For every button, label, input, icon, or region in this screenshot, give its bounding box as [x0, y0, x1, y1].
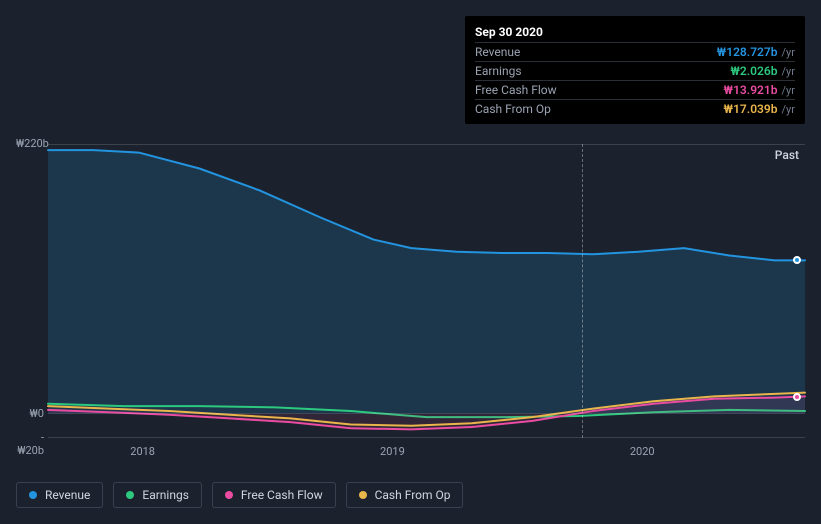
end-marker-dot	[793, 256, 801, 264]
tooltip-row: Earnings ₩2.026b /yr	[475, 61, 795, 80]
legend-item[interactable]: Earnings	[113, 482, 202, 508]
legend-label: Earnings	[142, 488, 189, 502]
tooltip-row-unit: /yr	[782, 46, 795, 59]
tooltip-row-label: Revenue	[475, 45, 520, 59]
tooltip-row-value: ₩13.921b	[724, 83, 778, 97]
legend-dot	[126, 491, 134, 499]
legend-item[interactable]: Cash From Op	[346, 482, 464, 508]
tooltip-row-unit: /yr	[782, 103, 795, 116]
tooltip-row-label: Earnings	[475, 64, 522, 78]
cursor-line	[582, 144, 583, 438]
x-axis-label: 2019	[380, 445, 405, 458]
tooltip-row: Cash From Op ₩17.039b /yr	[475, 99, 795, 118]
chart-svg	[48, 144, 805, 438]
legend-item[interactable]: Revenue	[16, 482, 103, 508]
tooltip-date: Sep 30 2020	[475, 22, 795, 42]
tooltip-row-label: Free Cash Flow	[475, 83, 557, 97]
legend-dot	[29, 491, 37, 499]
y-axis-label: -₩20b	[16, 431, 44, 457]
legend-dot	[225, 491, 233, 499]
tooltip-row-unit: /yr	[782, 65, 795, 78]
tooltip-row-value: ₩17.039b	[724, 102, 778, 116]
y-axis-label: ₩220b	[16, 137, 44, 150]
y-axis-label: ₩0	[16, 407, 44, 420]
x-axis-label: 2020	[630, 445, 655, 458]
tooltip-row-value: ₩128.727b	[717, 45, 778, 59]
legend-label: Revenue	[45, 488, 90, 502]
legend-label: Free Cash Flow	[241, 488, 323, 502]
financials-chart[interactable]: Past ₩220b ₩0 -₩20b 2018 2019 2020	[16, 124, 805, 468]
x-axis-label: 2018	[130, 445, 155, 458]
tooltip-row: Revenue ₩128.727b /yr	[475, 42, 795, 61]
tooltip-row: Free Cash Flow ₩13.921b /yr	[475, 80, 795, 99]
legend-label: Cash From Op	[375, 488, 451, 502]
legend-item[interactable]: Free Cash Flow	[212, 482, 336, 508]
tooltip-row-value: ₩2.026b	[730, 64, 777, 78]
past-label: Past	[775, 148, 799, 162]
end-marker-dot	[793, 393, 801, 401]
tooltip-row-unit: /yr	[782, 84, 795, 97]
tooltip-row-label: Cash From Op	[475, 102, 551, 116]
chart-legend: Revenue Earnings Free Cash Flow Cash Fro…	[16, 482, 463, 508]
legend-dot	[359, 491, 367, 499]
chart-tooltip: Sep 30 2020 Revenue ₩128.727b /yr Earnin…	[465, 16, 805, 124]
